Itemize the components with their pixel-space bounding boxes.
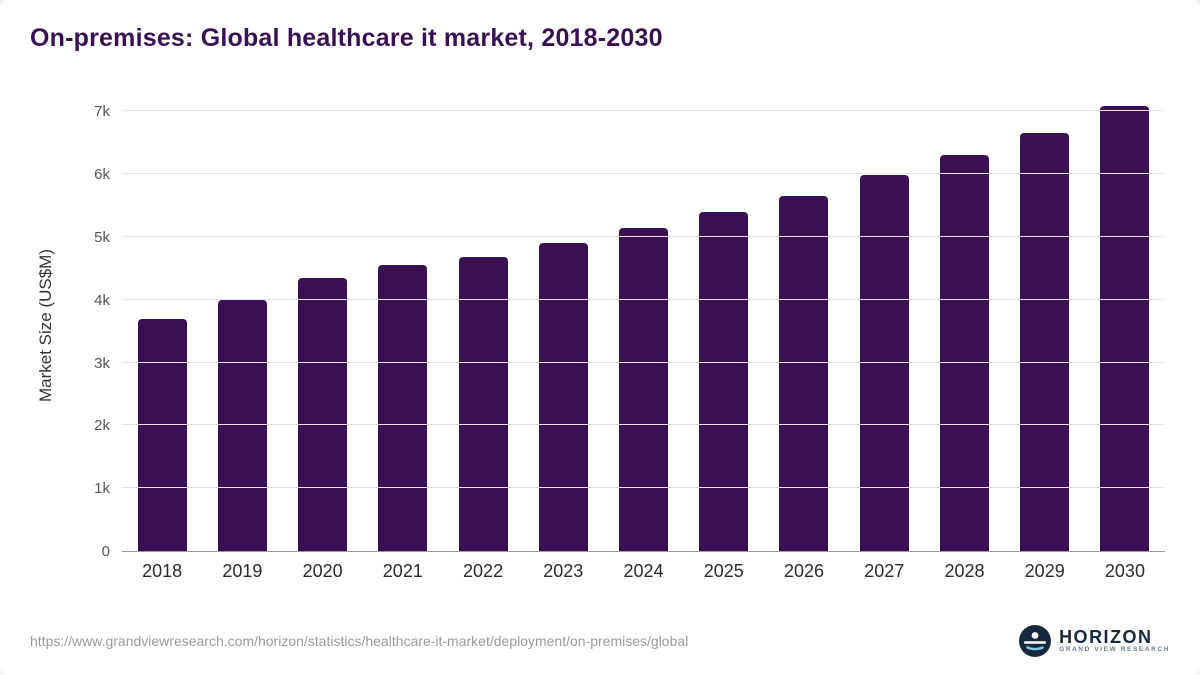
x-tick-label-2018: 2018 bbox=[142, 561, 183, 581]
x-tick-label-2028: 2028 bbox=[944, 561, 985, 581]
bar-column bbox=[122, 100, 202, 551]
bar-2030 bbox=[1100, 106, 1150, 551]
logo-subtitle: GRAND VIEW RESEARCH bbox=[1059, 646, 1170, 654]
chart-title: On-premises: Global healthcare it market… bbox=[30, 24, 663, 52]
gridline bbox=[122, 424, 1165, 426]
bar-column bbox=[1005, 100, 1085, 551]
bar-2023 bbox=[538, 243, 588, 551]
x-tick-label-2030: 2030 bbox=[1104, 561, 1145, 581]
x-tick-label-2023: 2023 bbox=[543, 561, 584, 581]
logo-text: HORIZON GRAND VIEW RESEARCH bbox=[1059, 628, 1170, 654]
horizon-logo-icon bbox=[1019, 625, 1052, 657]
gridline bbox=[122, 298, 1165, 300]
y-tick-label: 3k bbox=[94, 354, 110, 372]
gridline bbox=[122, 361, 1165, 363]
x-tick-label-2029: 2029 bbox=[1024, 561, 1065, 581]
x-tick-label-2027: 2027 bbox=[864, 561, 905, 581]
bar-column bbox=[684, 100, 764, 551]
x-tick-label-2021: 2021 bbox=[382, 561, 423, 581]
bar-2025 bbox=[699, 211, 749, 551]
bar-2018 bbox=[137, 318, 187, 551]
bar-column bbox=[363, 100, 443, 551]
x-tick-label-2022: 2022 bbox=[463, 561, 504, 581]
horizon-logo: HORIZON GRAND VIEW RESEARCH bbox=[1019, 625, 1170, 657]
chart-area: Market Size (US$M) 0 1k 2k 3k 4k 5k 6k 7k 2018 2… bbox=[30, 100, 1165, 582]
bar-column bbox=[282, 100, 362, 551]
bar-2022 bbox=[458, 257, 508, 551]
gridline bbox=[122, 235, 1165, 237]
y-axis-ticks: 0 1k 2k 3k 4k 5k 6k 7k bbox=[62, 100, 110, 560]
bar-2026 bbox=[779, 196, 829, 551]
bar-column bbox=[924, 100, 1004, 551]
plot-column: 2018 2019 2020 2021 2022 2023 2024 2025 2026 2027… bbox=[122, 100, 1165, 582]
y-axis-label: Market Size (US$M) bbox=[36, 249, 55, 403]
bar-column bbox=[844, 100, 924, 551]
gridline bbox=[122, 110, 1165, 112]
bar-2019 bbox=[217, 299, 267, 551]
bar-column bbox=[764, 100, 844, 551]
source-url: https://www.grandviewresearch.com/horizo… bbox=[30, 633, 689, 649]
y-tick-label: 7k bbox=[94, 103, 110, 121]
x-tick-label-2024: 2024 bbox=[623, 561, 664, 581]
bar-column bbox=[1085, 100, 1165, 551]
gridline bbox=[122, 173, 1165, 175]
bar-column bbox=[523, 100, 603, 551]
x-axis-labels: 2018 2019 2020 2021 2022 2023 2024 2025 2026 2027… bbox=[122, 561, 1165, 582]
y-tick-label: 1k bbox=[94, 480, 110, 498]
y-tick-label: 5k bbox=[94, 228, 110, 246]
y-tick-label: 2k bbox=[94, 417, 110, 435]
bar-2027 bbox=[859, 175, 909, 551]
bar-2028 bbox=[939, 155, 989, 551]
bar-column bbox=[443, 100, 523, 551]
x-tick-label-2025: 2025 bbox=[703, 561, 744, 581]
bar-2029 bbox=[1020, 133, 1070, 551]
bars-row bbox=[122, 100, 1165, 551]
plot-area bbox=[122, 100, 1165, 552]
y-tick-label: 0 bbox=[101, 543, 110, 560]
bar-2021 bbox=[378, 265, 428, 551]
bar-2024 bbox=[619, 227, 669, 551]
x-tick-label-2020: 2020 bbox=[302, 561, 343, 581]
footer: https://www.grandviewresearch.com/horizo… bbox=[30, 625, 1170, 657]
bar-column bbox=[202, 100, 282, 551]
gridline bbox=[122, 487, 1165, 489]
y-tick-label: 6k bbox=[94, 166, 110, 184]
bar-2020 bbox=[298, 277, 348, 551]
logo-name: HORIZON bbox=[1059, 627, 1153, 648]
y-tick-label: 4k bbox=[94, 291, 110, 309]
x-tick-label-2019: 2019 bbox=[222, 561, 263, 581]
y-axis-label-column: Market Size (US$M) bbox=[30, 100, 62, 552]
x-tick-label-2026: 2026 bbox=[783, 561, 825, 581]
bar-column bbox=[603, 100, 683, 551]
